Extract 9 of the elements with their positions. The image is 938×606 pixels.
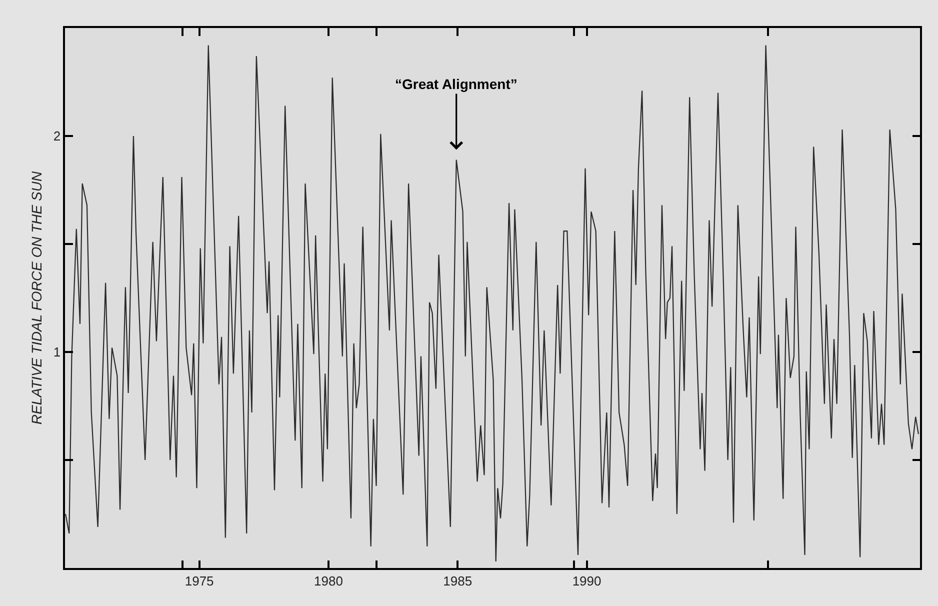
- annotation: “Great Alignment”: [395, 76, 518, 92]
- y-tick-label: 1: [53, 344, 61, 360]
- y-axis-title: RELATIVE TIDAL FORCE ON THE SUN: [28, 170, 45, 425]
- x-tick-label: 1990: [572, 573, 602, 588]
- x-tick-label: 1975: [184, 573, 214, 588]
- x-tick-label: 1985: [443, 573, 472, 588]
- x-tick-label: 1980: [314, 573, 343, 588]
- line-series: [65, 44, 919, 562]
- y-tick-label: 2: [53, 128, 61, 144]
